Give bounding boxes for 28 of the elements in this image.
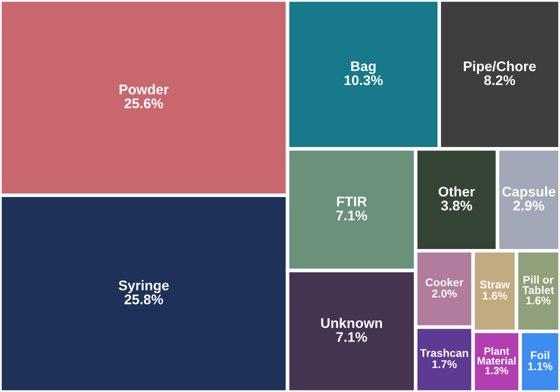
data-label: 2.9% [513, 200, 544, 211]
data-label: 7.1% [336, 332, 368, 342]
data-label: 7.1% [336, 210, 368, 220]
data-label: 1.1% [528, 362, 552, 370]
category-label: Unknown [321, 318, 382, 328]
category-label: Powder [120, 84, 169, 94]
category-label: Bag [351, 61, 376, 74]
category-label: Foil [530, 350, 550, 360]
category-label: Pipe/Chore [464, 61, 536, 74]
category-label: FTIR [337, 196, 367, 206]
category-label: Cooker [426, 278, 464, 286]
category-label: Syringe [118, 280, 169, 294]
data-label: 25.6% [124, 98, 164, 108]
data-label: 1.3% [485, 366, 508, 374]
data-label: 1.6% [482, 292, 508, 300]
category-label: Straw [480, 280, 510, 288]
category-label: Other [438, 186, 475, 197]
category-label: Capsule [502, 186, 556, 200]
data-label: 1.6% [526, 296, 551, 304]
data-label: 10.3% [344, 75, 383, 86]
data-label: 1.7% [432, 360, 457, 368]
category-label: Pill or Tablet [522, 276, 554, 294]
data-label: 8.2% [484, 75, 516, 86]
data-label: 2.0% [432, 290, 457, 298]
category-label: Trashcan [420, 348, 468, 357]
data-label: 3.8% [441, 200, 472, 211]
category-label: Plant Material [478, 347, 516, 365]
data-label: 25.8% [124, 294, 164, 304]
